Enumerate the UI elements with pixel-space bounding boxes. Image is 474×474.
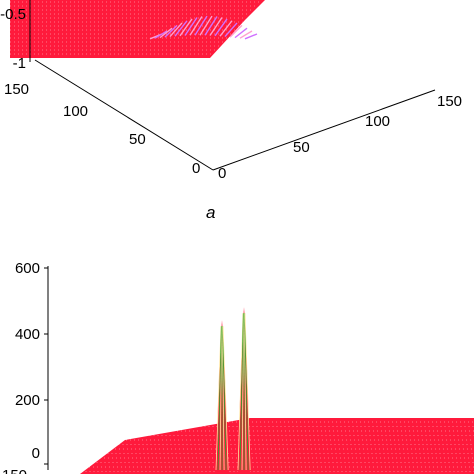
panel-a-y-tick-2: 100 <box>63 103 88 120</box>
peak-stripe <box>244 313 251 471</box>
panel-a-y-tick-1: 150 <box>4 81 29 98</box>
peak-stripe <box>222 326 227 471</box>
peak-stripe <box>219 326 223 471</box>
ridge-line <box>164 24 178 38</box>
peak-stripe <box>217 326 222 471</box>
panel-a-x-tick-2: 50 <box>293 139 310 156</box>
ridge-line <box>234 27 248 39</box>
peak-stripe <box>241 313 245 471</box>
panel-a-x-tick-4: 150 <box>437 93 462 110</box>
panel-a-y-tick-4: 0 <box>192 160 200 177</box>
panel-a-z-tick-1: -0.5 <box>0 6 26 23</box>
panel-b-z-tick-2: 400 <box>15 326 40 343</box>
ridge-line <box>199 15 213 36</box>
ridge-line <box>209 17 223 36</box>
ridge-line <box>189 16 203 36</box>
panel-a-z-tick-2: -1 <box>13 55 26 72</box>
panel-a: -0.5 -1 150 100 50 0 0 50 100 150 a <box>0 0 462 222</box>
peak-2 <box>237 307 251 474</box>
ridge-line <box>239 30 253 39</box>
panel-b-z-tick-1: 600 <box>15 260 40 277</box>
ridge-line <box>169 22 183 38</box>
panel-a-x-axis <box>212 89 436 171</box>
panel-b-peaks <box>215 307 251 474</box>
panel-a-x-tick-1: 0 <box>218 165 226 182</box>
panel-b: 600 400 200 0 150 <box>2 260 474 474</box>
ridge-line <box>214 18 228 37</box>
peak-1 <box>215 320 229 474</box>
ridge-line <box>224 22 238 38</box>
panel-a-y-axis <box>34 59 214 171</box>
ridge-line <box>154 30 168 39</box>
peak-stripe <box>222 326 229 471</box>
panel-a-label: a <box>206 203 215 222</box>
peak-stripe <box>237 313 244 471</box>
ridge-line <box>204 16 218 36</box>
panel-a-surface <box>10 0 265 58</box>
ridge-line <box>229 24 243 38</box>
panel-b-surface <box>80 418 474 474</box>
peak-stripe <box>243 313 247 471</box>
panel-b-z-tick-3: 200 <box>15 392 40 409</box>
panel-b-z-tick-4: 0 <box>32 445 40 462</box>
peak-stripe <box>239 313 244 471</box>
panel-a-ridge <box>149 15 258 40</box>
ridge-line <box>179 18 193 37</box>
ridge-line <box>159 27 173 39</box>
ridge-line <box>194 15 208 36</box>
panel-a-y-tick-3: 50 <box>129 131 146 148</box>
peak-stripe <box>215 326 222 471</box>
panel-a-x-tick-3: 100 <box>365 113 390 130</box>
peak-stripe <box>221 326 225 471</box>
panel-b-mesh <box>81 421 474 472</box>
peak-stripe <box>244 313 249 471</box>
panel-b-y-tick-1: 150 <box>2 467 27 474</box>
ridge-line <box>244 33 258 40</box>
ridge-line <box>174 20 188 37</box>
ridge-line <box>219 20 233 37</box>
ridge-line <box>184 17 198 36</box>
